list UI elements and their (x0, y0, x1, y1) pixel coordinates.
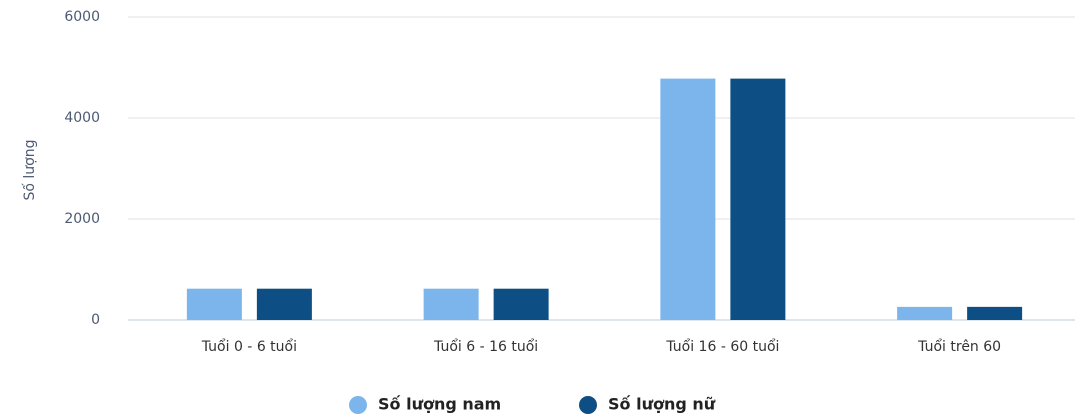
bar (256, 288, 312, 320)
legend-marker (349, 396, 367, 414)
y-tick-label: 4000 (64, 110, 100, 126)
legend-label: Số lượng nữ (608, 395, 716, 414)
legend-marker (579, 396, 597, 414)
x-tick-label: Tuổi 16 - 60 tuổi (665, 338, 779, 355)
bar (423, 288, 479, 320)
y-tick-label: 0 (91, 312, 100, 328)
bar (493, 288, 549, 320)
x-tick-label: Tuổi 0 - 6 tuổi (201, 338, 297, 355)
x-tick-label: Tuổi 6 - 16 tuổi (433, 338, 538, 355)
x-tick-label: Tuổi trên 60 (917, 338, 1001, 355)
y-tick-label: 2000 (64, 211, 100, 227)
bar (897, 306, 953, 320)
bar (967, 306, 1023, 320)
y-axis-title: Số lượng (21, 140, 38, 201)
legend-label: Số lượng nam (378, 395, 501, 414)
y-tick-label: 6000 (64, 9, 100, 25)
bar (660, 78, 716, 320)
bar (730, 78, 786, 320)
bar (186, 288, 242, 320)
